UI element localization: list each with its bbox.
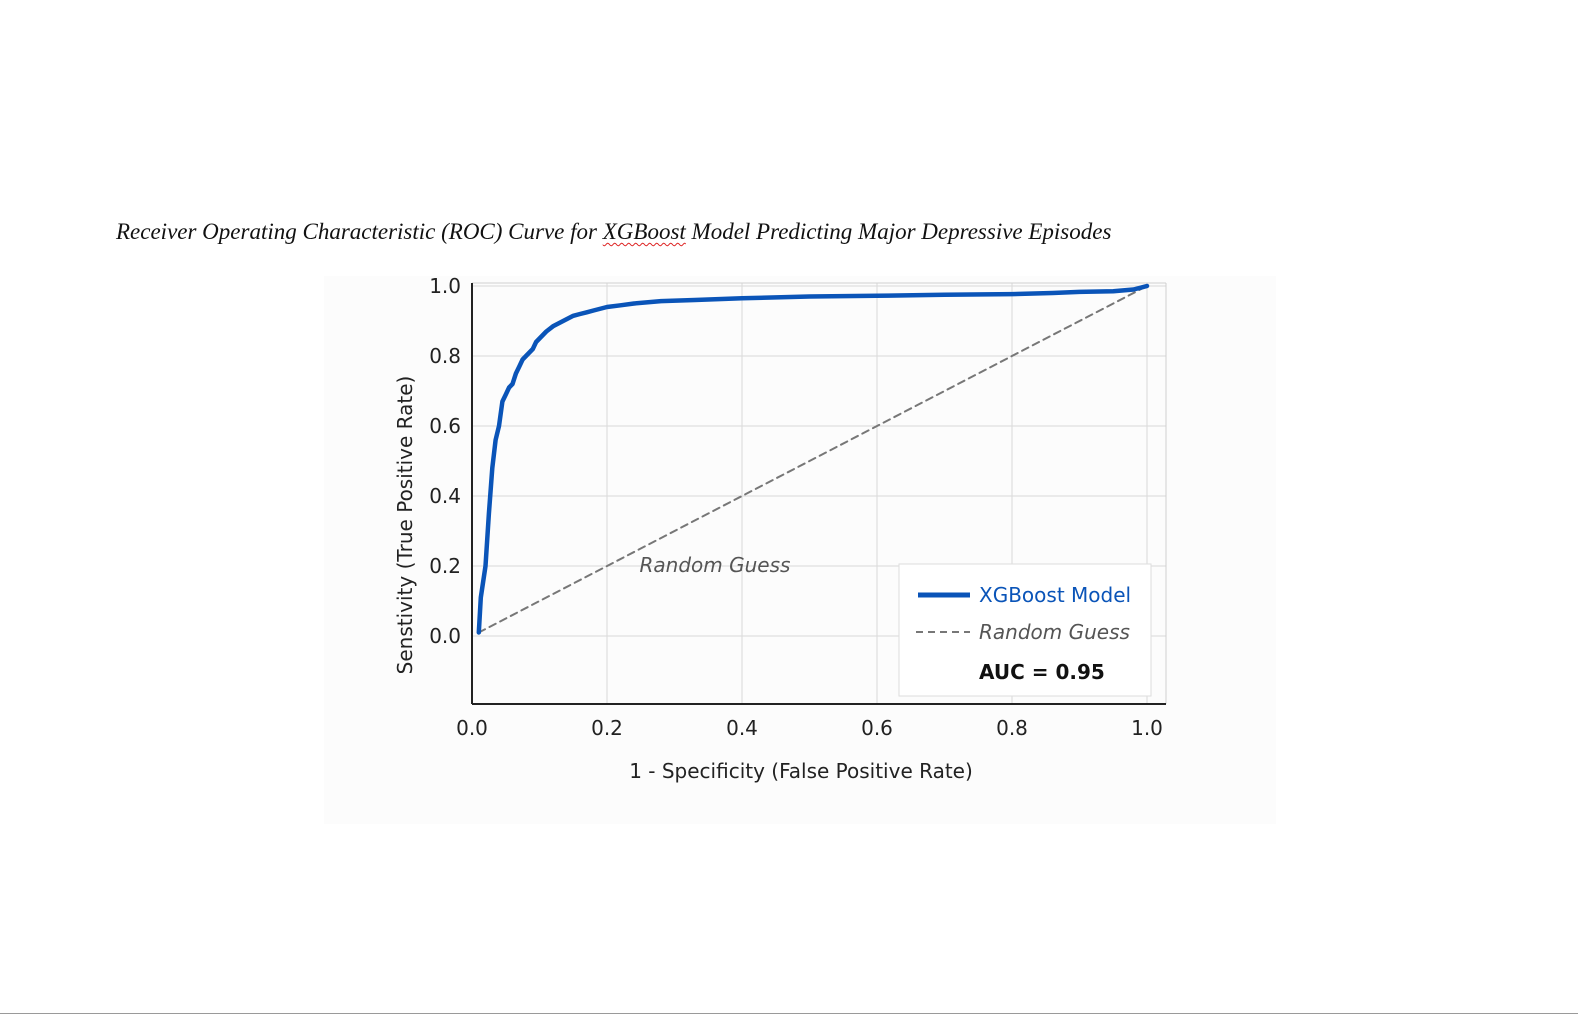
y-axis-label: Senstivity (True Positive Rate) [393,376,417,675]
x-tick-label: 0.6 [861,716,893,740]
y-tick-label: 0.4 [429,484,461,508]
page-bottom-divider [0,1013,1578,1014]
x-tick-label: 0.0 [456,716,488,740]
figure-caption: Receiver Operating Characteristic (ROC) … [116,219,1111,245]
auc-label: AUC = 0.95 [979,660,1105,684]
plot-frame [471,282,1167,705]
legend: XGBoost Model Random Guess AUC = 0.95 [898,563,1152,697]
grid [472,283,1166,704]
series-layer [476,283,1150,635]
x-tick-label: 1.0 [1131,716,1163,740]
x-axis-label: 1 - Specificity (False Positive Rate) [629,759,973,783]
tick-labels: 0.0 0.2 0.4 0.6 0.8 1.0 0.0 0.2 0.4 0.6 0.8 1.0 [429,274,1163,740]
y-tick-label: 0.0 [429,624,461,648]
figure-background [324,276,1276,824]
caption-text-before: Receiver Operating Characteristic (ROC) … [116,219,603,244]
legend-box [898,563,1152,697]
y-tick-label: 0.8 [429,344,461,368]
caption-flagged-word: XGBoost [602,219,686,244]
y-tick-label: 1.0 [429,274,461,298]
x-tick-label: 0.8 [996,716,1028,740]
x-tick-label: 0.4 [726,716,758,740]
x-tick-label: 0.2 [591,716,623,740]
legend-label-random-guess: Random Guess [979,620,1130,644]
xgboost-roc-curve [476,283,1150,635]
random-guess-line [477,285,1148,634]
y-tick-label: 0.6 [429,414,461,438]
y-tick-label: 0.2 [429,554,461,578]
legend-label-xgboost: XGBoost Model [979,583,1131,607]
caption-text-after: Model Predicting Major Depressive Episod… [685,219,1112,244]
random-guess-annotation: Random Guess [640,553,791,577]
